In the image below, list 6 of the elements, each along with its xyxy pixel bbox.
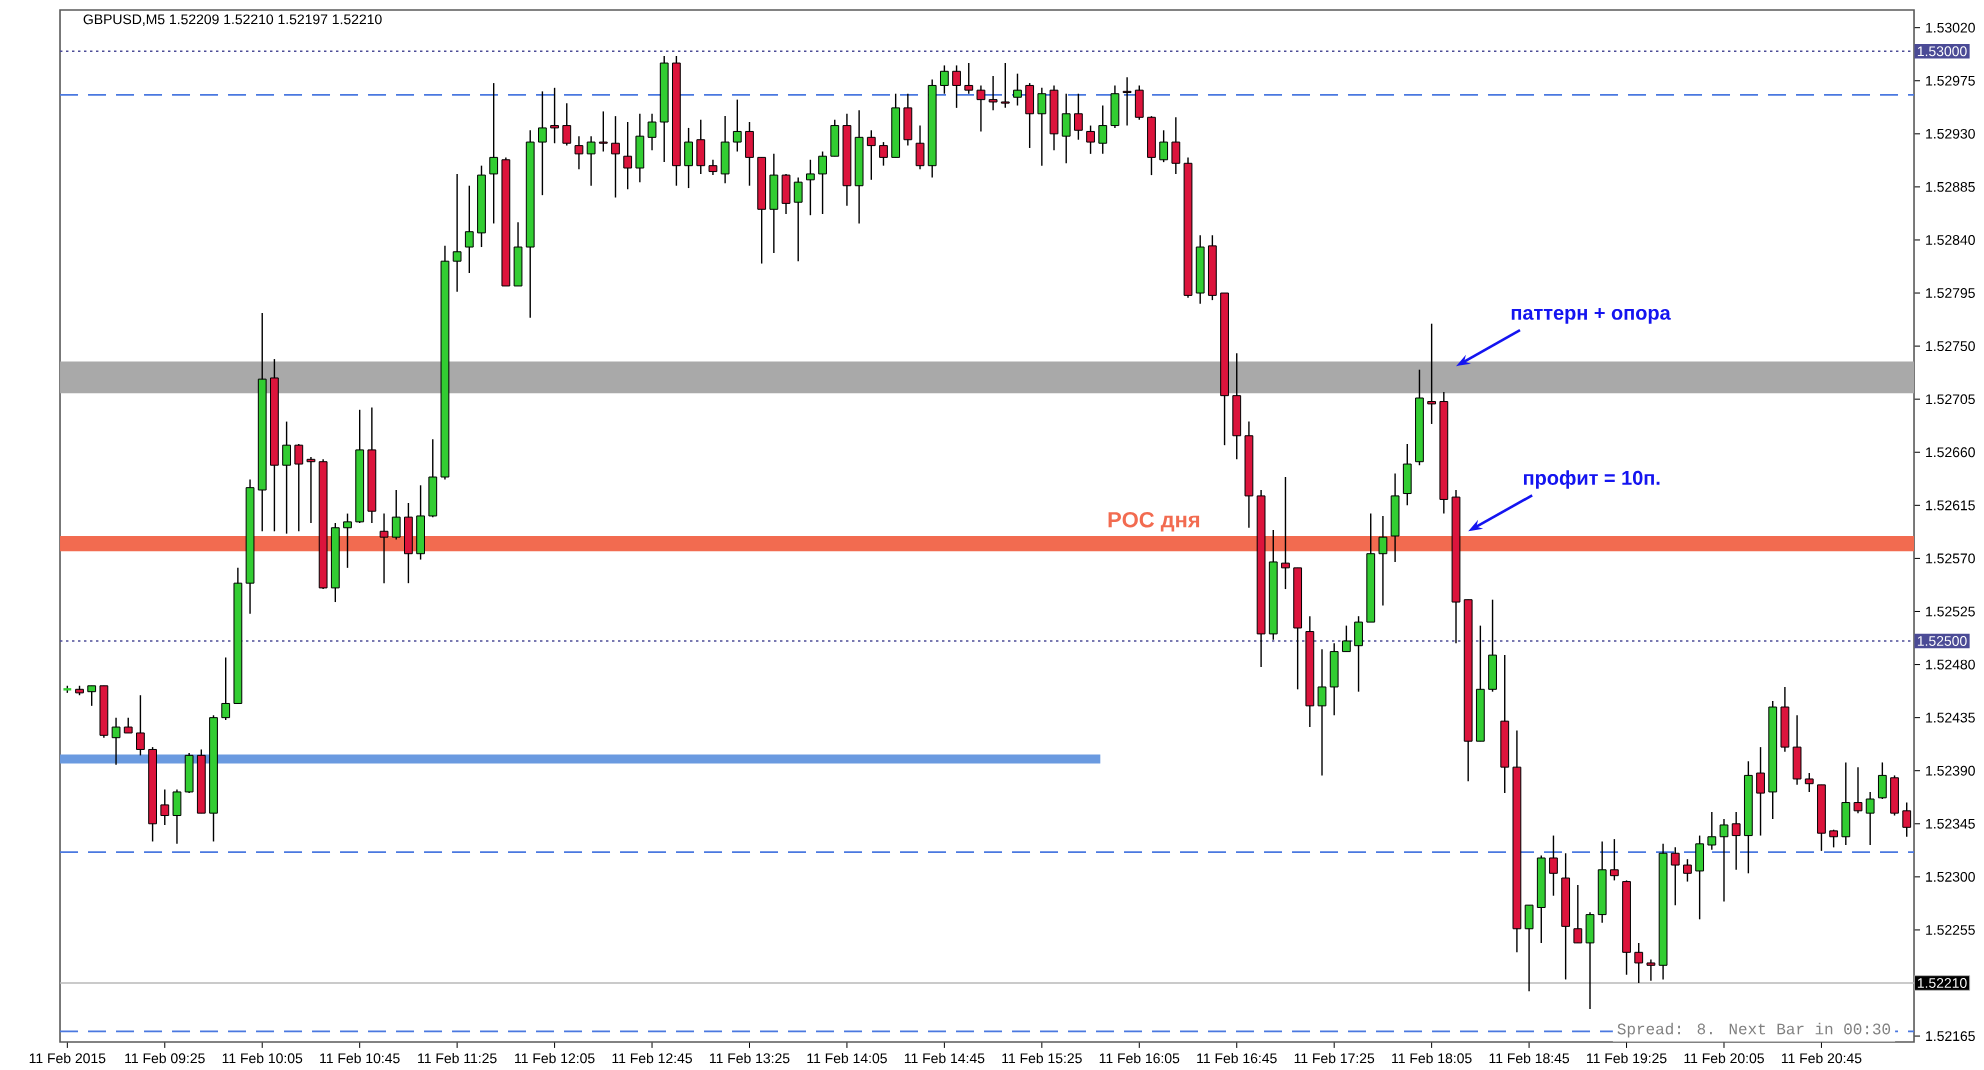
candlestick	[574, 135, 584, 170]
annotation: профит = 10п.	[1523, 470, 1660, 489]
band-label: POC дня	[1108, 511, 1200, 532]
candlestick	[1402, 443, 1412, 507]
annotation: паттерн + опора	[1511, 307, 1671, 324]
candlestick	[1390, 472, 1400, 563]
